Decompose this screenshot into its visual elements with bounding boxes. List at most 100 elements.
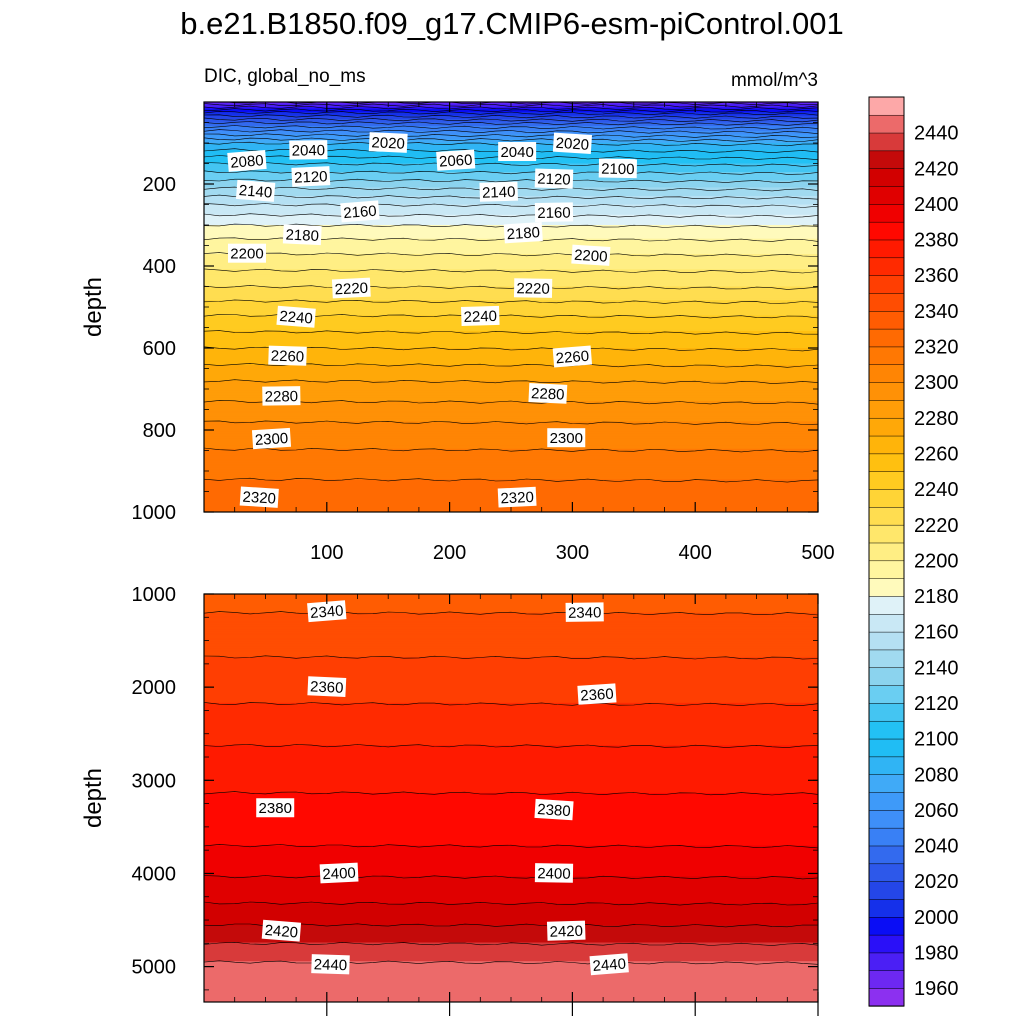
colorbar-tick-label: 2100: [914, 729, 959, 751]
lower-contour-label: 2440: [589, 953, 629, 976]
upper-contour-band: [204, 308, 818, 312]
contour-label-box: [368, 132, 408, 153]
lower-contour-band: [204, 685, 818, 689]
lower-contour-band: [204, 653, 818, 656]
upper-contour-band: [204, 301, 818, 305]
contour-label-text: 2120: [537, 171, 571, 189]
upper-contour-band: [204, 387, 818, 390]
colorbar-segment: [868, 96, 905, 116]
lower-contour-band: [204, 677, 818, 680]
lower-contour-band: [204, 779, 818, 782]
lower-contour-band: [204, 799, 818, 803]
lower-contour-band: [204, 889, 818, 893]
lower-contour-band: [204, 804, 818, 808]
lower-contour-band: [204, 966, 818, 969]
upper-contour-band: [204, 373, 818, 377]
upper-contour-band: [204, 354, 818, 358]
lower-contour-band: [204, 646, 818, 650]
lower-contour-band: [204, 633, 818, 636]
lower-contour-band: [204, 968, 818, 971]
upper-contour-band: [204, 320, 818, 324]
lower-contour-band: [204, 602, 818, 605]
lower-contour-band: [204, 787, 818, 791]
upper-contour-band: [204, 160, 818, 163]
colorbar-tick-label: 2020: [914, 871, 959, 893]
upper-contour-band: [204, 464, 818, 467]
lower-contour-label: 2400: [319, 862, 359, 884]
lower-contour-label: 2400: [534, 863, 574, 883]
upper-y-axis-label: depth: [80, 277, 107, 337]
upper-contour-band: [204, 307, 818, 310]
upper-contour-line: [204, 125, 818, 130]
contour-label-box: [534, 798, 574, 821]
lower-contour-band: [204, 770, 818, 774]
lower-contour-band: [204, 675, 818, 679]
colorbar-segment: [868, 150, 905, 169]
upper-contour-label: 2320: [239, 486, 279, 508]
contour-label-text: 2400: [322, 865, 356, 884]
upper-y-tick-label: 400: [143, 256, 176, 278]
lower-contour-band: [204, 792, 818, 796]
lower-contour-band: [204, 823, 818, 826]
upper-contour-line: [204, 363, 818, 368]
upper-contour-line: [204, 129, 818, 134]
lower-contour-band: [204, 934, 818, 937]
lower-contour-band: [204, 857, 818, 860]
contour-label-text: 2220: [334, 280, 368, 299]
colorbar-segment: [868, 845, 905, 865]
lower-contour-band: [204, 860, 818, 864]
upper-contour-band: [204, 459, 818, 462]
upper-contour-band: [204, 448, 818, 452]
lower-contour-band: [204, 711, 818, 714]
lower-contour-band: [204, 874, 818, 877]
upper-contour-band: [204, 315, 818, 319]
upper-contour-band: [204, 428, 818, 431]
upper-contour-band: [204, 385, 818, 389]
contour-label-box: [256, 798, 295, 818]
lower-contour-band: [204, 942, 818, 945]
upper-contour-band: [204, 214, 818, 218]
contour-label-box: [498, 142, 537, 162]
lower-contour-band: [204, 867, 818, 871]
upper-contour-band: [204, 431, 818, 435]
contour-label-text: 2380: [259, 800, 292, 817]
lower-contour-band: [204, 850, 818, 854]
upper-contour-band: [204, 370, 818, 373]
lower-contour-band: [204, 833, 818, 837]
lower-contour-band: [204, 847, 818, 850]
upper-contour-band: [204, 414, 818, 418]
lower-contour-band: [204, 832, 818, 835]
lower-contour-band: [204, 937, 818, 940]
contour-label-box: [577, 683, 617, 705]
lower-contour-band: [204, 639, 818, 643]
lower-contour-label: 2440: [311, 954, 350, 975]
upper-contour-line: [204, 203, 818, 208]
upper-contour-band: [204, 467, 818, 471]
lower-contour-line: [204, 941, 818, 946]
upper-contour-band: [204, 264, 818, 267]
upper-contour-band: [204, 324, 818, 327]
colorbar-segment: [868, 381, 905, 401]
upper-contour-band: [204, 202, 818, 206]
colorbar-tick-label: 1980: [914, 943, 959, 965]
upper-contour-band: [204, 161, 818, 165]
lower-contour-band: [204, 964, 818, 968]
upper-contour-band: [204, 462, 818, 465]
upper-contour-band: [204, 317, 818, 320]
lower-contour-band: [204, 716, 818, 719]
lower-contour-band: [204, 918, 818, 922]
lower-contour-band: [204, 855, 818, 859]
lower-contour-label: 2360: [577, 683, 617, 705]
upper-contour-label: 2140: [235, 179, 276, 202]
upper-contour-band: [204, 259, 818, 262]
contour-label-box: [598, 158, 637, 179]
lower-contour-band: [204, 765, 818, 769]
upper-contour-band: [204, 325, 818, 329]
lower-contour-band: [204, 634, 818, 638]
lower-contour-line: [204, 844, 818, 849]
colorbar-segment: [868, 684, 905, 704]
lower-contour-band: [204, 740, 818, 743]
lower-contour-band: [204, 803, 818, 806]
lower-contour-band: [204, 658, 818, 662]
